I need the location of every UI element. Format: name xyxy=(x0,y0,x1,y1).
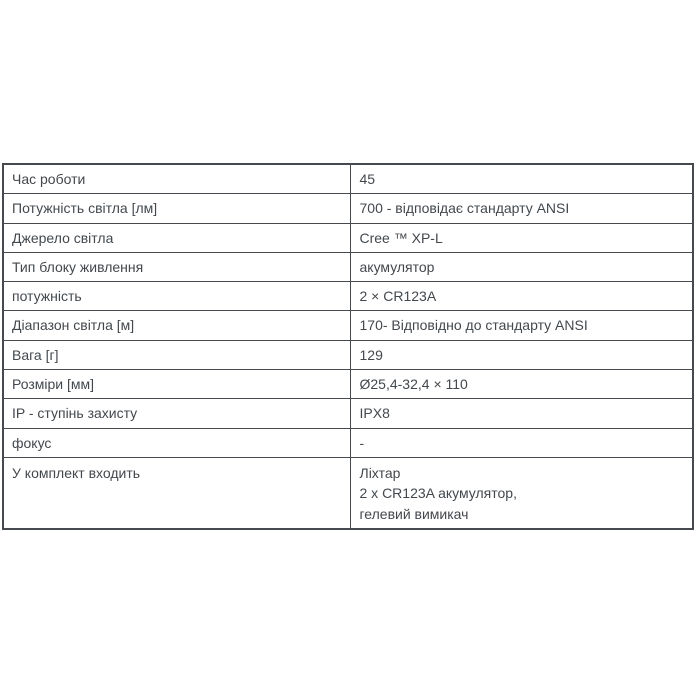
table-row: потужність 2 × CR123A xyxy=(2,281,694,312)
spec-value: 45 xyxy=(349,163,694,195)
table-row: Потужність світла [лм] 700 - відповідає … xyxy=(2,193,694,224)
spec-label: IP - ступінь захисту xyxy=(2,398,351,429)
spec-value: Ліхтар 2 x CR123A акумулятор, гелевий ви… xyxy=(349,456,694,530)
specifications-table: Час роботи 45 Потужність світла [лм] 700… xyxy=(2,163,694,530)
spec-value: IPX8 xyxy=(349,398,694,429)
spec-label: фокус xyxy=(2,427,351,458)
table-row: фокус - xyxy=(2,427,694,458)
spec-value: 129 xyxy=(349,339,694,371)
spec-label: Тип блоку живлення xyxy=(2,251,351,283)
table-row: Тип блоку живлення акумулятор xyxy=(2,251,694,283)
spec-value: - xyxy=(349,427,694,458)
table-row: Діапазон світла [м] 170- Відповідно до с… xyxy=(2,310,694,341)
spec-label: потужність xyxy=(2,281,351,312)
spec-label: Вага [г] xyxy=(2,339,351,371)
spec-value: 2 × CR123A xyxy=(349,281,694,312)
table-row: Вага [г] 129 xyxy=(2,339,694,371)
spec-value: 700 - відповідає стандарту ANSI xyxy=(349,193,694,224)
table-row: Джерело світла Cree ™ XP-L xyxy=(2,222,694,253)
spec-label: Джерело світла xyxy=(2,222,351,253)
table-row: Розміри [мм] Ø25,4-32,4 × 110 xyxy=(2,369,694,400)
spec-value: Ø25,4-32,4 × 110 xyxy=(349,369,694,400)
spec-label: Час роботи xyxy=(2,163,351,195)
table-row: Час роботи 45 xyxy=(2,163,694,195)
spec-label: Розміри [мм] xyxy=(2,369,351,400)
spec-value: Cree ™ XP-L xyxy=(349,222,694,253)
spec-value: 170- Відповідно до стандарту ANSI xyxy=(349,310,694,341)
table-row: У комплект входить Ліхтар 2 x CR123A аку… xyxy=(2,456,694,530)
table-row: IP - ступінь захисту IPX8 xyxy=(2,398,694,429)
spec-label: У комплект входить xyxy=(2,456,351,530)
spec-label: Діапазон світла [м] xyxy=(2,310,351,341)
spec-label: Потужність світла [лм] xyxy=(2,193,351,224)
spec-value: акумулятор xyxy=(349,251,694,283)
